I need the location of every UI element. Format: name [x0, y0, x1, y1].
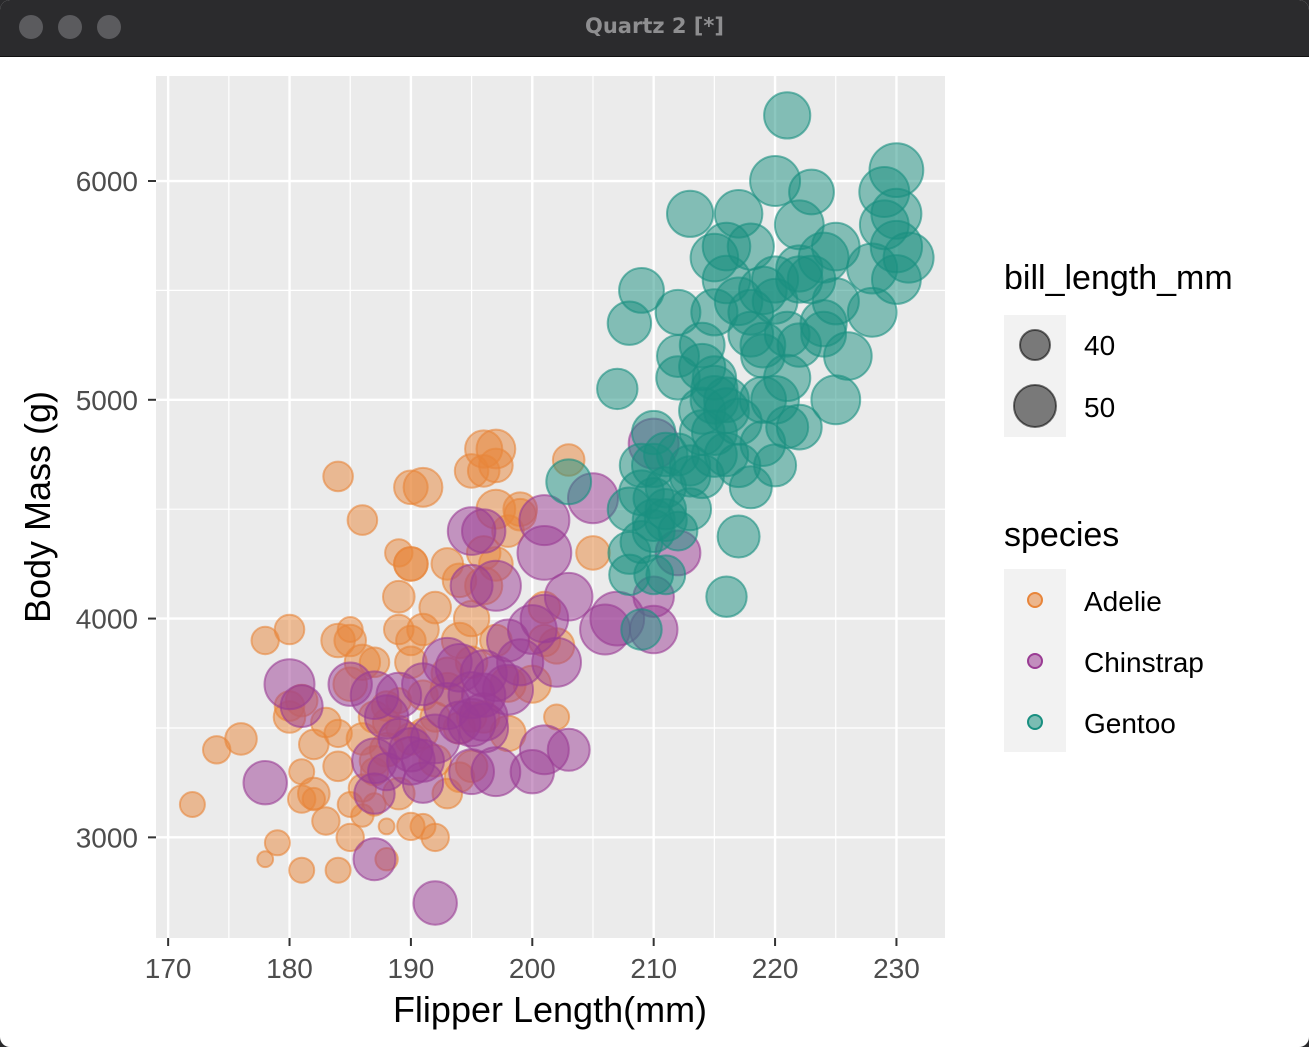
- point-gentoo: [775, 255, 824, 304]
- point-chinstrap: [543, 571, 594, 622]
- point-chinstrap: [546, 727, 591, 772]
- legend-label-adelie: Adelie: [1084, 586, 1162, 617]
- y-tick-label: 6000: [76, 166, 138, 197]
- x-tick-label: 200: [509, 953, 556, 984]
- point-adelie: [301, 786, 326, 812]
- point-adelie: [336, 616, 364, 643]
- point-gentoo: [763, 91, 812, 140]
- point-chinstrap: [469, 559, 522, 612]
- point-gentoo: [705, 575, 748, 618]
- axes: 170 180 190 200 210 220 230 3000 4000 5000 6000: [76, 166, 920, 984]
- point-gentoo: [727, 288, 775, 336]
- color-legend-title: species: [1004, 516, 1119, 554]
- point-adelie: [311, 806, 341, 836]
- point-adelie: [288, 856, 316, 884]
- x-tick-label: 210: [630, 953, 677, 984]
- zoom-window-button[interactable]: [97, 15, 121, 39]
- point-adelie: [393, 546, 429, 582]
- point-chinstrap: [352, 837, 397, 882]
- point-chinstrap: [461, 508, 507, 554]
- point-gentoo: [753, 443, 798, 488]
- point-chinstrap: [516, 525, 573, 581]
- legend-key-chinstrap: [1027, 653, 1043, 669]
- point-gentoo: [545, 458, 593, 506]
- point-adelie: [178, 791, 206, 818]
- legend-key-gentoo: [1027, 714, 1043, 730]
- point-gentoo: [868, 142, 925, 198]
- plot-area: 170 180 190 200 210 220 230 3000 4000 5000 6000 Fl…: [0, 56, 1309, 1047]
- point-gentoo: [596, 367, 639, 411]
- y-tick-label: 4000: [76, 604, 138, 635]
- x-tick-label: 170: [145, 953, 192, 984]
- x-tick-label: 180: [266, 953, 313, 984]
- series-gentoo: [545, 91, 935, 651]
- y-tick-label: 5000: [76, 385, 138, 416]
- point-gentoo: [678, 342, 727, 392]
- point-gentoo: [666, 189, 715, 238]
- point-adelie: [224, 722, 258, 756]
- point-adelie: [418, 590, 453, 625]
- point-adelie: [322, 750, 354, 783]
- point-gentoo: [810, 374, 862, 426]
- point-gentoo: [645, 554, 687, 596]
- point-adelie: [420, 822, 450, 853]
- point-gentoo: [701, 221, 752, 272]
- point-adelie: [377, 817, 396, 836]
- point-adelie: [273, 613, 306, 646]
- point-adelie: [346, 504, 379, 536]
- point-adelie: [322, 460, 354, 493]
- point-gentoo: [882, 231, 935, 284]
- point-gentoo: [811, 277, 860, 326]
- data-points: [178, 91, 935, 926]
- point-gentoo: [716, 514, 761, 559]
- x-tick-label: 220: [752, 953, 799, 984]
- x-axis-title: Flipper Length(mm): [393, 989, 707, 1030]
- y-tick-label: 3000: [76, 822, 138, 853]
- point-adelie: [475, 428, 517, 470]
- point-adelie: [256, 850, 275, 869]
- point-adelie: [335, 822, 365, 853]
- point-chinstrap: [242, 760, 288, 806]
- point-chinstrap: [531, 636, 582, 688]
- point-adelie: [263, 829, 291, 857]
- scatter-chart: 170 180 190 200 210 220 230 3000 4000 5000 6000 Fl…: [17, 76, 1233, 1030]
- point-chinstrap: [279, 684, 324, 729]
- size-legend-key-40: [1019, 329, 1051, 361]
- point-gentoo: [775, 403, 823, 451]
- x-tick-label: 190: [388, 953, 435, 984]
- size-legend-label-50: 50: [1084, 392, 1115, 423]
- point-gentoo: [618, 267, 665, 314]
- point-chinstrap: [412, 880, 458, 926]
- close-window-button[interactable]: [19, 15, 43, 39]
- x-tick-label: 230: [873, 953, 920, 984]
- legend-key-adelie: [1027, 592, 1043, 608]
- point-gentoo: [620, 608, 663, 651]
- point-adelie: [382, 579, 416, 614]
- point-adelie: [402, 466, 444, 508]
- legend-label-gentoo: Gentoo: [1084, 708, 1176, 739]
- size-legend-label-40: 40: [1084, 330, 1115, 361]
- point-gentoo: [788, 168, 835, 216]
- minimize-window-button[interactable]: [58, 15, 82, 39]
- legend-label-chinstrap: Chinstrap: [1084, 647, 1204, 678]
- y-axis-title: Body Mass (g): [17, 391, 58, 623]
- size-legend-title: bill_length_mm: [1004, 259, 1233, 297]
- point-adelie: [575, 535, 611, 571]
- point-gentoo: [823, 331, 873, 381]
- size-legend-key-50: [1013, 384, 1057, 428]
- size-legend: bill_length_mm 40 50: [1004, 259, 1233, 437]
- color-legend: species Adelie Chinstrap Gentoo: [1004, 516, 1204, 752]
- window-title: Quartz 2 [*]: [584, 14, 724, 38]
- point-adelie: [324, 856, 352, 884]
- title-bar: Quartz 2 [*]: [0, 0, 1309, 57]
